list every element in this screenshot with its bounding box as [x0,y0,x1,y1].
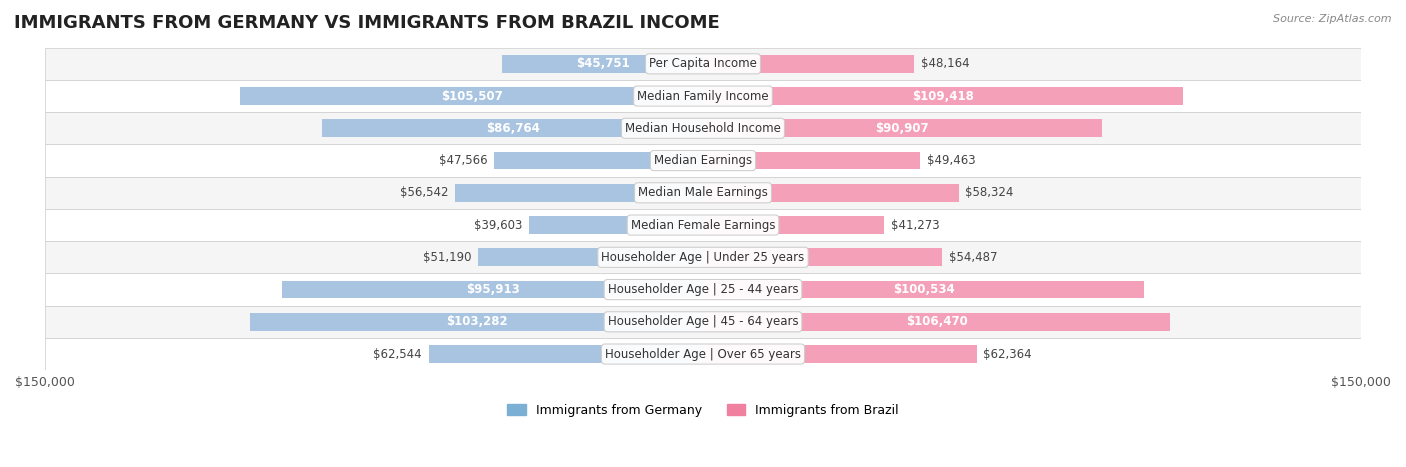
Text: $56,542: $56,542 [399,186,449,199]
Text: $48,164: $48,164 [921,57,970,71]
Text: Median Household Income: Median Household Income [626,122,780,135]
Bar [529,216,703,234]
Bar [45,48,1361,80]
Text: $62,544: $62,544 [374,347,422,361]
Text: Source: ZipAtlas.com: Source: ZipAtlas.com [1274,14,1392,24]
Bar [495,152,703,170]
Bar [45,112,1361,144]
Text: Householder Age | Under 25 years: Householder Age | Under 25 years [602,251,804,264]
Text: $86,764: $86,764 [485,122,540,135]
Text: Householder Age | Over 65 years: Householder Age | Over 65 years [605,347,801,361]
Bar [703,248,942,266]
Text: Median Earnings: Median Earnings [654,154,752,167]
Bar [45,80,1361,112]
Text: Per Capita Income: Per Capita Income [650,57,756,71]
Bar [322,120,703,137]
Bar [250,313,703,331]
Bar [502,55,703,73]
Bar [45,177,1361,209]
Bar [703,87,1182,105]
Bar [703,120,1102,137]
Bar [45,306,1361,338]
Text: $51,190: $51,190 [423,251,472,264]
Bar [703,281,1144,298]
Text: $41,273: $41,273 [890,219,939,232]
Text: $109,418: $109,418 [912,90,974,103]
Text: $39,603: $39,603 [474,219,523,232]
Bar [703,152,920,170]
Text: IMMIGRANTS FROM GERMANY VS IMMIGRANTS FROM BRAZIL INCOME: IMMIGRANTS FROM GERMANY VS IMMIGRANTS FR… [14,14,720,32]
Bar [703,313,1170,331]
Bar [703,345,977,363]
Legend: Immigrants from Germany, Immigrants from Brazil: Immigrants from Germany, Immigrants from… [502,399,904,422]
Text: $90,907: $90,907 [876,122,929,135]
Text: Median Family Income: Median Family Income [637,90,769,103]
Bar [45,274,1361,306]
Text: $45,751: $45,751 [576,57,630,71]
Text: Householder Age | 25 - 44 years: Householder Age | 25 - 44 years [607,283,799,296]
Text: $58,324: $58,324 [966,186,1014,199]
Bar [478,248,703,266]
Text: $95,913: $95,913 [465,283,519,296]
Bar [45,338,1361,370]
Text: $103,282: $103,282 [446,315,508,328]
Text: $47,566: $47,566 [439,154,488,167]
Text: Householder Age | 45 - 64 years: Householder Age | 45 - 64 years [607,315,799,328]
Bar [45,241,1361,274]
Text: $100,534: $100,534 [893,283,955,296]
Text: $49,463: $49,463 [927,154,976,167]
Text: Median Female Earnings: Median Female Earnings [631,219,775,232]
Bar [429,345,703,363]
Bar [240,87,703,105]
Bar [703,216,884,234]
Text: $54,487: $54,487 [949,251,997,264]
Text: $105,507: $105,507 [440,90,502,103]
Text: $106,470: $106,470 [905,315,967,328]
Bar [456,184,703,202]
Bar [45,209,1361,241]
Bar [45,144,1361,177]
Bar [703,184,959,202]
Text: Median Male Earnings: Median Male Earnings [638,186,768,199]
Bar [283,281,703,298]
Bar [703,55,914,73]
Text: $62,364: $62,364 [983,347,1032,361]
